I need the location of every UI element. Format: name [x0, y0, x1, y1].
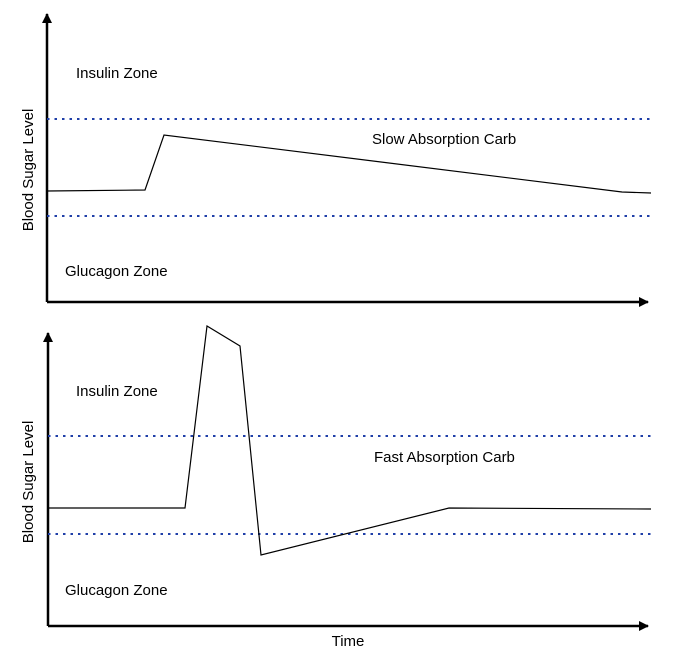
glucagon-zone-label: Glucagon Zone: [65, 582, 168, 599]
y-axis-label: Blood Sugar Level: [20, 109, 37, 232]
y-axis-label: Blood Sugar Level: [20, 421, 37, 544]
fast-absorption-label: Fast Absorption Carb: [374, 449, 515, 466]
insulin-zone-label: Insulin Zone: [76, 383, 158, 400]
glucagon-zone-label: Glucagon Zone: [65, 263, 168, 280]
slow-absorption-panel: Insulin Zone Slow Absorption Carb Glucag…: [20, 13, 652, 307]
fast-absorption-curve: [48, 325, 652, 556]
insulin-zone-label: Insulin Zone: [76, 65, 158, 82]
x-axis-label: Time: [332, 633, 365, 650]
fast-absorption-panel: Insulin Zone Fast Absorption Carb Glucag…: [20, 325, 652, 650]
slow-absorption-curve: [46, 134, 652, 194]
slow-absorption-label: Slow Absorption Carb: [372, 131, 516, 148]
